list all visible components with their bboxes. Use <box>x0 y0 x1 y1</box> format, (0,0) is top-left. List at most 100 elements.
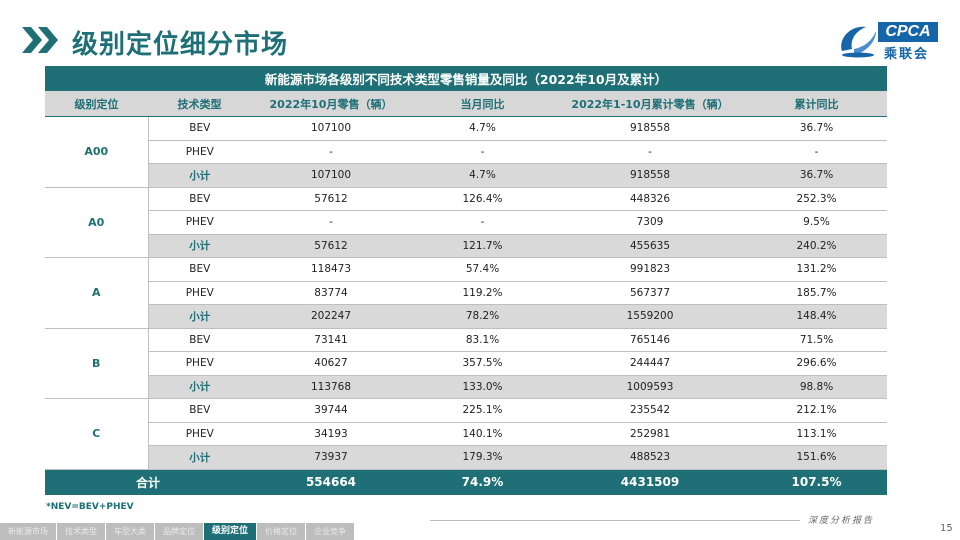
group-label: B <box>45 328 149 399</box>
tech-type-cell: PHEV <box>148 351 251 376</box>
table-cell: 113.1% <box>746 422 887 446</box>
table-cell: 71.5% <box>746 328 887 352</box>
table-row: C BEV 39744 225.1% 235542 212.1% <box>45 398 887 470</box>
total-cell: 74.9% <box>411 469 554 495</box>
section-nav: 新能源市场 技术类型 车型大类 品牌定位 级别定位 价格定位 企业竞争 <box>0 523 355 540</box>
table-cell: 212.1% <box>746 398 887 423</box>
table-row: 小计 73937 179.3% 488523 151.6% <box>45 445 887 470</box>
column-header: 当月同比 <box>411 91 554 117</box>
nav-tab[interactable]: 价格定位 <box>257 523 306 540</box>
group-label: A <box>45 257 149 329</box>
table-cell: 918558 <box>554 163 746 188</box>
tech-type-cell: BEV <box>148 116 251 141</box>
footnote: *NEV=BEV+PHEV <box>46 502 134 512</box>
sales-table: 新能源市场各级别不同技术类型零售销量及同比（2022年10月及累计） 级别定位技… <box>45 66 887 495</box>
table-row: A BEV 118473 57.4% 991823 131.2% <box>45 257 887 329</box>
group-label: A00 <box>45 116 149 188</box>
nav-tab[interactable]: 车型大类 <box>106 523 154 540</box>
tech-type-cell: PHEV <box>148 281 251 305</box>
column-header: 2022年10月零售（辆） <box>251 91 411 117</box>
table-cell: 126.4% <box>411 187 554 211</box>
table-cell: 240.2% <box>746 234 887 258</box>
tech-type-cell: 小计 <box>148 445 251 470</box>
tech-type-cell: BEV <box>148 257 251 282</box>
total-cell: 107.5% <box>746 469 887 495</box>
table-cell: 185.7% <box>746 281 887 305</box>
table-cell: 7309 <box>554 210 746 235</box>
tech-type-cell: PHEV <box>148 422 251 446</box>
tech-type-cell: BEV <box>148 328 251 352</box>
table-cell: 73141 <box>251 328 411 352</box>
table-cell: 36.7% <box>746 116 887 141</box>
footer-divider <box>430 520 800 521</box>
tech-type-cell: 小计 <box>148 234 251 258</box>
table-cell: 1009593 <box>554 375 746 399</box>
table-cell: 39744 <box>251 398 411 423</box>
group-label: C <box>45 398 149 470</box>
table-cell: 73937 <box>251 445 411 470</box>
nav-tab[interactable]: 企业竞争 <box>306 523 355 540</box>
table-row: 小计 57612 121.7% 455635 240.2% <box>45 234 887 258</box>
table-row: 小计 107100 4.7% 918558 36.7% <box>45 163 887 188</box>
table-cell: 1559200 <box>554 304 746 329</box>
nav-tab[interactable]: 新能源市场 <box>0 523 56 540</box>
slide-header: 级别定位细分市场 CPCA 乘联会 <box>0 0 960 62</box>
table-cell: 179.3% <box>411 445 554 470</box>
table-row: A00 BEV 107100 4.7% 918558 36.7% <box>45 116 887 188</box>
logo-text: CPCA <box>878 22 938 42</box>
table-cell: 252981 <box>554 422 746 446</box>
table-cell: 36.7% <box>746 163 887 188</box>
table-cell: - <box>411 210 554 235</box>
table-cell: 40627 <box>251 351 411 376</box>
table-cell: 567377 <box>554 281 746 305</box>
table-cell: 34193 <box>251 422 411 446</box>
table-cell: 991823 <box>554 257 746 282</box>
table-caption: 新能源市场各级别不同技术类型零售销量及同比（2022年10月及累计） <box>45 66 887 91</box>
table-cell: - <box>746 140 887 164</box>
table-cell: 244447 <box>554 351 746 376</box>
table-cell: 83.1% <box>411 328 554 352</box>
table-row: 小计 202247 78.2% 1559200 148.4% <box>45 304 887 329</box>
tech-type-cell: 小计 <box>148 304 251 329</box>
table-cell: - <box>411 140 554 164</box>
page-number: 15 <box>940 523 953 534</box>
report-label: 深度分析报告 <box>808 516 875 526</box>
total-label: 合计 <box>45 469 251 495</box>
table-row: B BEV 73141 83.1% 765146 71.5% <box>45 328 887 399</box>
column-header: 技术类型 <box>148 91 251 117</box>
table-cell: 455635 <box>554 234 746 258</box>
table-row: PHEV - -7309 9.5% <box>45 210 887 235</box>
group-label: A0 <box>45 187 149 258</box>
table-cell: 57612 <box>251 234 411 258</box>
table-cell: 107100 <box>251 116 411 141</box>
table-cell: 448326 <box>554 187 746 211</box>
table-row: 小计 113768 133.0% 1009593 98.8% <box>45 375 887 399</box>
tech-type-cell: PHEV <box>148 140 251 164</box>
table-cell: - <box>251 210 411 235</box>
table-cell: 488523 <box>554 445 746 470</box>
table-cell: 235542 <box>554 398 746 423</box>
table-cell: 131.2% <box>746 257 887 282</box>
table-cell: 4.7% <box>411 116 554 141</box>
table-cell: 118473 <box>251 257 411 282</box>
table-cell: 78.2% <box>411 304 554 329</box>
table-cell: 9.5% <box>746 210 887 235</box>
table-cell: 296.6% <box>746 351 887 376</box>
column-header: 2022年1-10月累计零售（辆） <box>554 91 746 117</box>
table-row: A0 BEV 57612 126.4% 448326 252.3% <box>45 187 887 258</box>
tech-type-cell: PHEV <box>148 210 251 235</box>
nav-tab[interactable]: 级别定位 <box>204 523 257 540</box>
table-cell: 113768 <box>251 375 411 399</box>
table-cell: 107100 <box>251 163 411 188</box>
table-cell: 357.5% <box>411 351 554 376</box>
double-chevron-icon <box>22 27 58 53</box>
tech-type-cell: 小计 <box>148 163 251 188</box>
cpca-logo-icon <box>841 26 876 58</box>
nav-tab[interactable]: 品牌定位 <box>155 523 203 540</box>
total-row: 合计 554664 74.9% 4431509 107.5% <box>45 469 887 495</box>
nav-tab[interactable]: 技术类型 <box>57 523 105 540</box>
table-cell: 765146 <box>554 328 746 352</box>
table-cell: 57.4% <box>411 257 554 282</box>
page-title: 级别定位细分市场 <box>72 30 289 60</box>
tech-type-cell: BEV <box>148 398 251 423</box>
